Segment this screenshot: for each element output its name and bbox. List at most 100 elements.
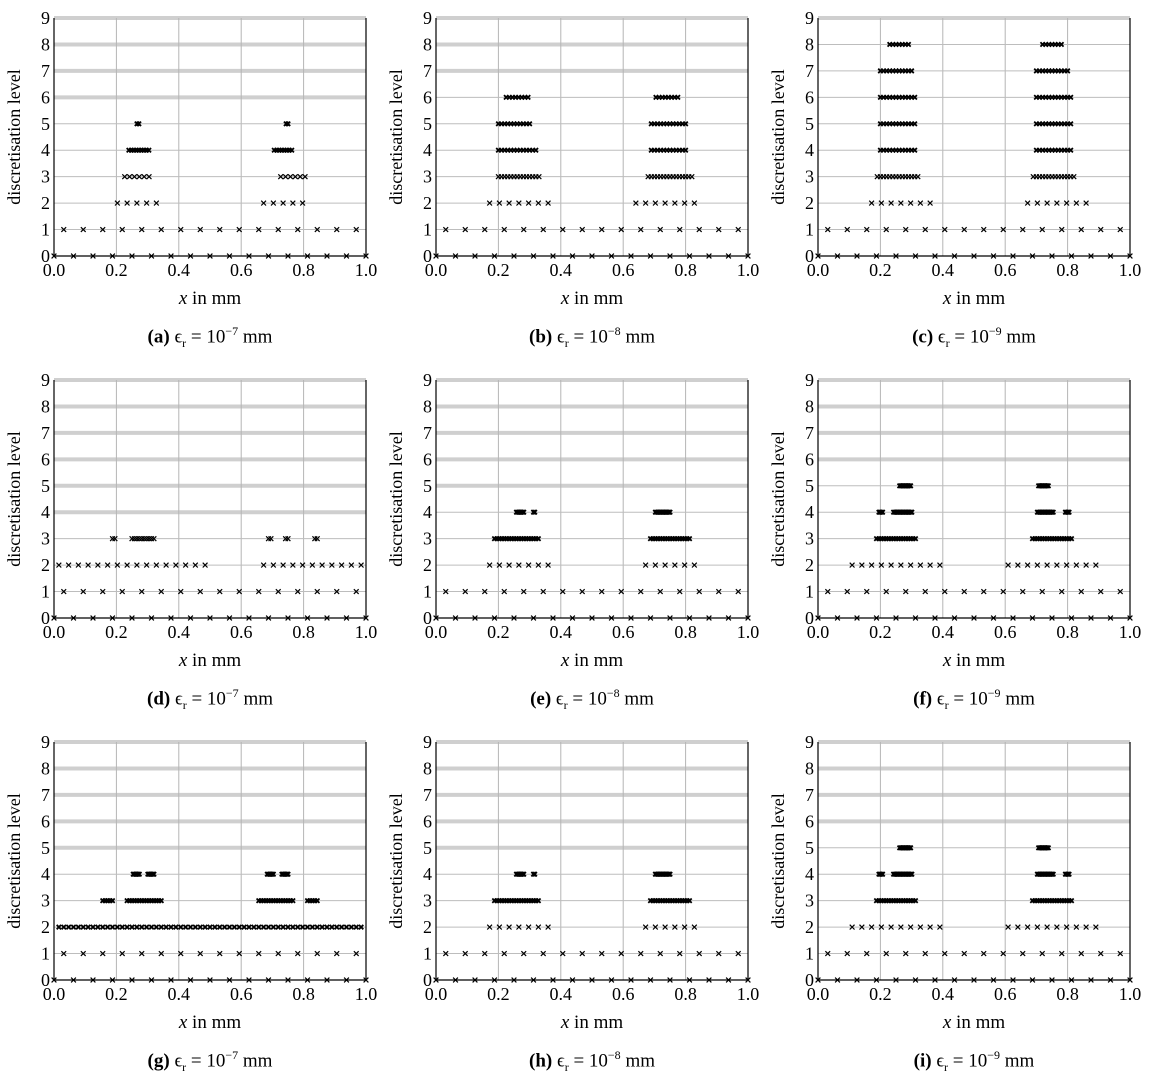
data-point bbox=[56, 562, 62, 568]
data-point bbox=[689, 173, 695, 180]
data-point bbox=[878, 562, 885, 568]
data-point bbox=[1019, 950, 1026, 957]
y-tick-label: 6 bbox=[423, 449, 432, 469]
data-point bbox=[236, 588, 243, 595]
data-point bbox=[715, 950, 722, 957]
data-point bbox=[131, 173, 138, 180]
caption-subscript: r bbox=[182, 336, 187, 351]
data-point bbox=[674, 94, 681, 101]
data-point bbox=[138, 924, 145, 930]
data-point bbox=[294, 950, 301, 957]
y-tick-label: 1 bbox=[423, 220, 432, 240]
data-point bbox=[241, 924, 247, 930]
y-axis-label: discretisation level bbox=[4, 69, 24, 204]
data-point bbox=[686, 897, 693, 904]
x-tick-label: 0.2 bbox=[869, 984, 892, 1004]
data-point bbox=[506, 562, 512, 568]
data-point bbox=[481, 226, 488, 233]
y-tick-label: 8 bbox=[423, 34, 432, 54]
y-tick-label: 7 bbox=[805, 785, 814, 805]
caption-equals: = 10 bbox=[567, 688, 607, 710]
data-point bbox=[715, 226, 722, 233]
data-point bbox=[60, 588, 67, 595]
caption-unit: mm bbox=[620, 1050, 655, 1072]
x-tick-label: 0.8 bbox=[674, 984, 697, 1004]
data-point bbox=[333, 950, 340, 957]
y-tick-label: 1 bbox=[805, 944, 814, 964]
x-tick-label: 0.6 bbox=[994, 622, 1017, 642]
data-point bbox=[681, 200, 688, 206]
data-point bbox=[559, 226, 566, 233]
caption-letter: (h) bbox=[529, 1050, 557, 1072]
x-tick-label: 0.8 bbox=[674, 622, 697, 642]
caption-letter: (b) bbox=[529, 326, 557, 348]
y-tick-label: 2 bbox=[41, 555, 50, 575]
x-axis-label-unit: in mm bbox=[951, 288, 1005, 309]
data-point bbox=[80, 226, 87, 233]
y-tick-label: 2 bbox=[423, 193, 432, 213]
chart-panel-f: 0 1 2 3 4 5 6 7 8 9 0.0 0.2 0.4 0.6 0.8 1.0 discretisati… bbox=[768, 370, 1141, 671]
data-point bbox=[912, 897, 919, 904]
y-tick-label: 5 bbox=[41, 114, 50, 134]
y-tick-label: 9 bbox=[41, 370, 50, 390]
data-point bbox=[520, 588, 527, 595]
data-point bbox=[70, 924, 77, 930]
y-tick-label: 3 bbox=[805, 891, 814, 911]
caption-unit: mm bbox=[238, 688, 273, 710]
y-tick-label: 9 bbox=[805, 8, 814, 28]
data-point bbox=[1034, 924, 1041, 930]
data-point bbox=[579, 950, 586, 957]
y-tick-label: 5 bbox=[423, 114, 432, 134]
data-point bbox=[270, 924, 277, 930]
x-tick-label: 0.2 bbox=[869, 622, 892, 642]
y-tick-label: 0 bbox=[805, 970, 814, 990]
y-tick-label: 4 bbox=[41, 864, 50, 884]
x-axis-label: x in mm bbox=[560, 288, 623, 309]
y-axis-label: discretisation level bbox=[386, 431, 406, 566]
y-tick-label: 4 bbox=[805, 502, 814, 522]
caption-unit: mm bbox=[1000, 1050, 1035, 1072]
data-point bbox=[501, 226, 508, 233]
data-point bbox=[216, 588, 223, 595]
data-point bbox=[119, 950, 126, 957]
y-tick-label: 4 bbox=[423, 502, 432, 522]
y-tick-label: 8 bbox=[805, 34, 814, 54]
y-tick-label: 6 bbox=[805, 449, 814, 469]
data-point bbox=[153, 924, 160, 930]
x-tick-label: 0.8 bbox=[292, 622, 315, 642]
y-tick-label: 5 bbox=[423, 476, 432, 496]
data-point bbox=[1073, 924, 1080, 930]
data-point bbox=[1034, 562, 1041, 568]
x-tick-label: 0.2 bbox=[487, 260, 510, 280]
data-point bbox=[672, 200, 678, 206]
x-tick-label: 0.8 bbox=[674, 260, 697, 280]
data-point bbox=[902, 226, 909, 233]
data-point bbox=[652, 200, 659, 206]
data-point bbox=[863, 950, 870, 957]
caption-exponent: −8 bbox=[607, 1048, 621, 1062]
caption-letter: (c) bbox=[912, 326, 938, 348]
y-tick-label: 6 bbox=[41, 811, 50, 831]
x-tick-label: 0.4 bbox=[932, 984, 955, 1004]
x-tick-label: 0.0 bbox=[43, 260, 66, 280]
data-point bbox=[1000, 950, 1007, 957]
caption-subscript: r bbox=[564, 1060, 569, 1075]
y-tick-label: 2 bbox=[805, 555, 814, 575]
x-tick-label: 0.8 bbox=[1056, 260, 1079, 280]
x-axis-label: x in mm bbox=[560, 650, 623, 671]
y-tick-label: 5 bbox=[423, 838, 432, 858]
data-point bbox=[496, 200, 503, 206]
data-point bbox=[287, 173, 294, 180]
data-point bbox=[486, 200, 493, 206]
data-point bbox=[231, 924, 238, 930]
data-point bbox=[657, 226, 664, 233]
data-point bbox=[353, 226, 360, 233]
data-point bbox=[282, 173, 289, 180]
data-point bbox=[260, 200, 267, 206]
data-point bbox=[1078, 226, 1085, 233]
data-point bbox=[844, 226, 851, 233]
caption-subscript: r bbox=[182, 1060, 187, 1075]
data-point bbox=[151, 535, 157, 542]
x-axis-label-variable: x bbox=[178, 1012, 188, 1033]
data-point bbox=[141, 173, 148, 180]
